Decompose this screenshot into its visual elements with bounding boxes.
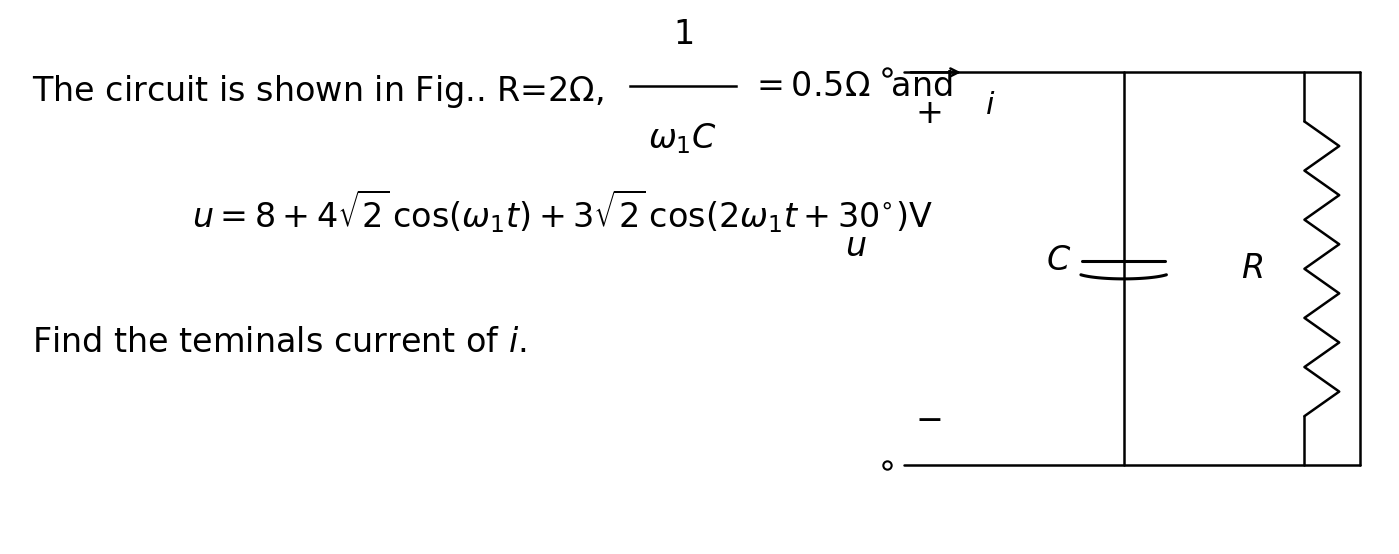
Text: $R$: $R$ [1241, 252, 1263, 285]
Text: $1$: $1$ [673, 18, 693, 50]
Text: $C$: $C$ [1045, 244, 1070, 277]
Text: $u=8+4\sqrt{2}\,\cos(\omega_1 t)+3\sqrt{2}\,\cos(2\omega_1 t+30^{\circ})\mathrm{: $u=8+4\sqrt{2}\,\cos(\omega_1 t)+3\sqrt{… [192, 188, 933, 235]
Text: $+$: $+$ [915, 97, 942, 130]
Text: $u$: $u$ [845, 230, 866, 264]
Text: $-$: $-$ [915, 402, 942, 435]
Text: $i$: $i$ [985, 91, 995, 120]
Text: $= 0.5\Omega$  and: $= 0.5\Omega$ and [750, 69, 953, 102]
Text: $\omega_1 C$: $\omega_1 C$ [648, 121, 718, 156]
Text: Find the teminals current of $i$.: Find the teminals current of $i$. [32, 326, 526, 359]
Text: The circuit is shown in Fig.. R=2$\Omega$,: The circuit is shown in Fig.. R=2$\Omega… [32, 73, 604, 110]
